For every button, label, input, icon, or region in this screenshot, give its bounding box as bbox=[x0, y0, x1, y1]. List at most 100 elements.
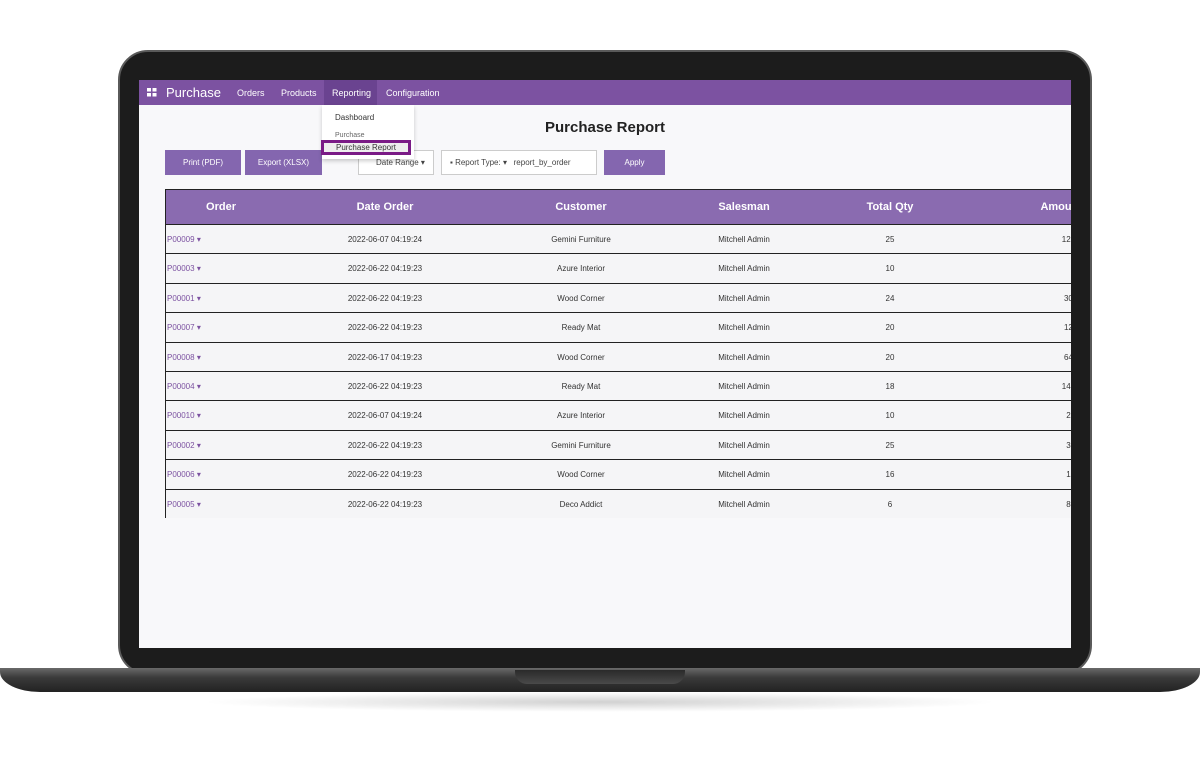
table-cell: 2022-06-22 04:19:23 bbox=[347, 293, 423, 303]
table-cell: 1222. bbox=[1063, 323, 1071, 333]
navbar: Purchase Orders Products Reporting Confi… bbox=[139, 80, 1071, 105]
table-cell: 25 bbox=[885, 440, 895, 450]
order-ref[interactable]: P00009 bbox=[167, 235, 195, 244]
order-ref[interactable]: P00004 bbox=[167, 382, 195, 391]
dropdown-section: Purchase bbox=[335, 132, 365, 139]
order-ref[interactable]: P00010 bbox=[167, 411, 195, 421]
menu-item[interactable]: Reporting bbox=[332, 88, 372, 98]
report-type[interactable]: ▪ Report Type: ▾ report_by_order bbox=[441, 150, 597, 175]
dropdown-item[interactable]: Dashboard bbox=[335, 113, 375, 122]
table-cell: 6 bbox=[887, 499, 893, 509]
table-cell: 20 bbox=[885, 323, 895, 333]
order-link[interactable]: P00010 ▾ bbox=[167, 411, 201, 421]
order-ref[interactable]: P00001 bbox=[167, 293, 195, 303]
order-link[interactable]: P00001 ▾ bbox=[167, 293, 201, 303]
table-cell: Mitchell Admin bbox=[718, 264, 770, 274]
table-cell: Azure Interior bbox=[556, 411, 606, 421]
table-cell: 2022-06-22 04:19:23 bbox=[347, 440, 423, 450]
order-ref[interactable]: P00003 bbox=[167, 264, 195, 274]
order-ref[interactable]: P00008 bbox=[167, 352, 195, 362]
table-row: P00003 ▾ 2022-06-22 04:19:23 Azure Interio… bbox=[166, 253, 1071, 283]
order-ref[interactable]: P00005 bbox=[167, 499, 195, 509]
table-cell: 2505 bbox=[1066, 411, 1071, 421]
table-cell: 1335 bbox=[1066, 470, 1071, 480]
column-header: Date Order bbox=[356, 201, 414, 213]
table-cell: 2022-06-07 04:19:24 bbox=[347, 235, 423, 244]
table-cell: Mitchell Admin bbox=[718, 440, 770, 450]
print-button[interactable]: Print (PDF) bbox=[165, 150, 241, 175]
table-cell: 2022-06-22 04:19:23 bbox=[347, 264, 423, 274]
menu-item[interactable]: Orders bbox=[237, 88, 265, 98]
table-cell: Mitchell Admin bbox=[718, 411, 770, 421]
table-row: P00010 ▾ 2022-06-07 04:19:24 Azure Interio… bbox=[166, 400, 1071, 430]
table-cell: 8658 bbox=[1066, 499, 1071, 509]
table-cell: Ready Mat bbox=[561, 323, 601, 333]
table-row: P00001 ▾ 2022-06-22 04:19:23 Wood Corner Mi… bbox=[166, 282, 1071, 313]
menu-item[interactable]: Configuration bbox=[386, 88, 440, 98]
table-cell: Mitchell Admin bbox=[718, 235, 770, 244]
table-cell: 2022-06-22 04:19:23 bbox=[347, 382, 423, 391]
table-cell: 2022-06-22 04:19:23 bbox=[347, 323, 423, 333]
table-cell: 10 bbox=[885, 264, 895, 274]
report-title: Purchase Report bbox=[544, 119, 666, 136]
column-header: Amount bbox=[1040, 201, 1071, 213]
export-button[interactable]: Export (XLSX) bbox=[245, 150, 322, 175]
apply-button[interactable]: Apply bbox=[604, 150, 665, 175]
table-cell: 14563 bbox=[1061, 382, 1071, 391]
laptop-notch bbox=[515, 670, 685, 684]
table-cell: Wood Corner bbox=[557, 470, 605, 480]
table-row: P00006 ▾ 2022-06-22 04:19:23 Wood Corner Mi… bbox=[166, 459, 1071, 489]
table-cell: 24 bbox=[885, 293, 895, 303]
order-link[interactable]: P00008 ▾ bbox=[167, 352, 201, 362]
order-ref[interactable]: P00006 bbox=[167, 470, 195, 480]
column-header: Customer bbox=[555, 201, 607, 213]
app-name[interactable]: Purchase bbox=[166, 85, 221, 100]
table-cell: Deco Addict bbox=[559, 499, 603, 509]
menu-item[interactable]: Products bbox=[281, 88, 317, 98]
column-header: Order bbox=[206, 201, 236, 213]
table-cell: Gemini Furniture bbox=[551, 440, 611, 450]
table-cell: Mitchell Admin bbox=[718, 293, 770, 303]
report-type-value: report_by_order bbox=[513, 158, 571, 167]
dropdown-active-item[interactable]: Purchase Report bbox=[321, 140, 411, 155]
order-link[interactable]: P00003 ▾ bbox=[167, 264, 201, 274]
table-cell: 3026. bbox=[1063, 293, 1071, 303]
order-link[interactable]: P00007 ▾ bbox=[167, 323, 201, 333]
table-cell: 20 bbox=[885, 352, 895, 362]
report-table: Order Date Order Customer Salesman Total Qty… bbox=[165, 189, 1071, 518]
table-cell: 2022-06-22 04:19:23 bbox=[347, 499, 423, 509]
table-cell: Mitchell Admin bbox=[718, 352, 770, 362]
order-link[interactable]: P00005 ▾ bbox=[167, 499, 201, 509]
table-cell: Wood Corner bbox=[557, 352, 605, 362]
table-cell: Gemini Furniture bbox=[551, 235, 611, 244]
order-link[interactable]: P00009 ▾ bbox=[167, 235, 201, 244]
table-cell: 2022-06-07 04:19:24 bbox=[347, 411, 423, 421]
apps-icon[interactable] bbox=[147, 88, 157, 97]
date-range-label: Date Range bbox=[376, 158, 419, 167]
table-cell: 12500 bbox=[1061, 235, 1071, 244]
order-link[interactable]: P00006 ▾ bbox=[167, 470, 201, 480]
table-row: P00009 ▾ 2022-06-07 04:19:24 Gemini Furnit… bbox=[166, 224, 1071, 254]
table-cell: 2022-06-17 04:19:23 bbox=[347, 352, 423, 362]
table-cell: Azure Interior bbox=[556, 264, 606, 274]
order-link[interactable]: P00002 ▾ bbox=[167, 440, 201, 450]
order-link[interactable]: P00004 ▾ bbox=[167, 382, 201, 391]
table-row: P00007 ▾ 2022-06-22 04:19:23 Ready Mat Mitc… bbox=[166, 312, 1071, 342]
table-cell: 3095 bbox=[1066, 440, 1071, 450]
table-cell: 25 bbox=[885, 235, 895, 244]
table-cell: Mitchell Admin bbox=[718, 382, 770, 391]
column-header: Salesman bbox=[718, 201, 770, 213]
screen: Purchase Orders Products Reporting Confi… bbox=[139, 80, 1071, 648]
shadow bbox=[200, 692, 1000, 712]
table-row: P00005 ▾ 2022-06-22 04:19:23 Deco Addict Mi… bbox=[166, 488, 1071, 518]
table-row: P00002 ▾ 2022-06-22 04:19:23 Gemini Furnit… bbox=[166, 429, 1071, 460]
report-type-label: Report Type: bbox=[455, 158, 501, 167]
order-ref[interactable]: P00007 bbox=[167, 323, 195, 333]
table-row: P00004 ▾ 2022-06-22 04:19:23 Ready Mat Mitc… bbox=[166, 371, 1071, 401]
table-cell: 10 bbox=[885, 411, 895, 421]
table-cell: Mitchell Admin bbox=[718, 499, 770, 509]
table-cell: 2022-06-22 04:19:23 bbox=[347, 470, 423, 480]
order-ref[interactable]: P00002 bbox=[167, 440, 195, 450]
